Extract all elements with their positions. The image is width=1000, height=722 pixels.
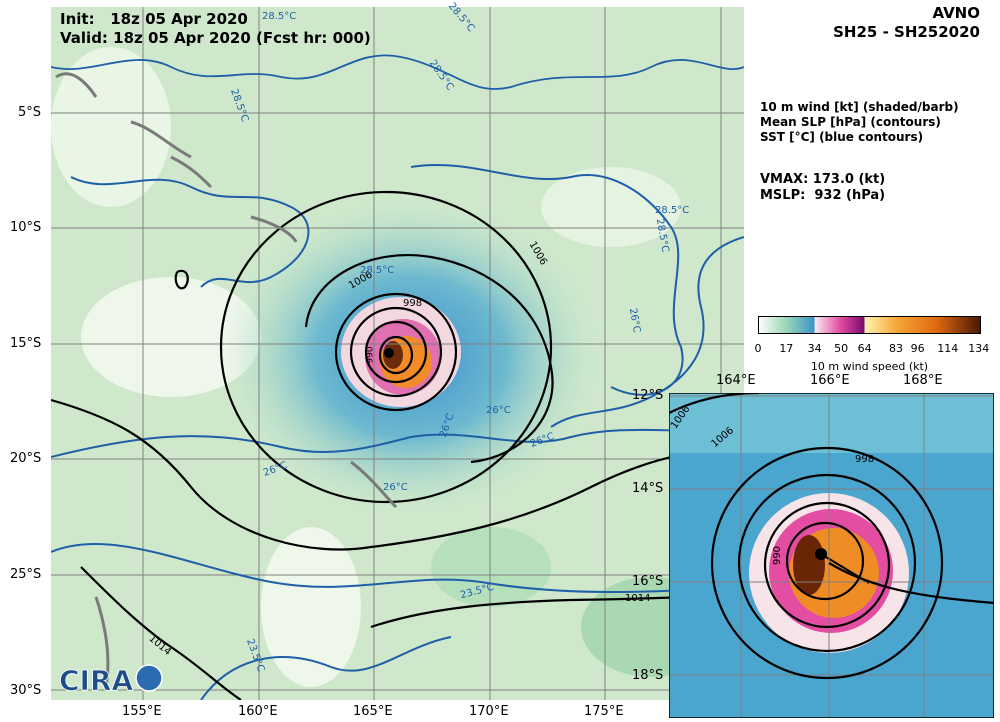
vmax-value: VMAX: 173.0 (kt) [760, 172, 886, 187]
sst-contour-label: 26°C [383, 482, 408, 493]
slp-contour-label: 1014 [625, 593, 651, 604]
sst-contour-label: 28.5°C [655, 205, 690, 216]
sst-contour-label: 26°C [486, 405, 511, 416]
cbar-tick: 34 [807, 342, 822, 355]
lon-label: 175°E [584, 704, 624, 719]
init-line: Init: 18z 05 Apr 2020 [60, 10, 248, 28]
field-description: 10 m wind [kt] (shaded/barb) Mean SLP [hP… [760, 100, 959, 145]
lon-label: 165°E [353, 704, 393, 719]
lat-label: 10°S [10, 220, 42, 235]
lat-label: 30°S [10, 683, 42, 698]
valid-line: Valid: 18z 05 Apr 2020 (Fcst hr: 000) [60, 29, 371, 47]
slp-desc: Mean SLP [hPa] (contours) [760, 115, 941, 129]
inset-lon-label: 166°E [810, 373, 850, 388]
storm-stats: VMAX: 173.0 (kt) MSLP: 932 (hPa) [760, 172, 885, 204]
lon-label: 160°E [238, 704, 278, 719]
inset-lat-label: 14°S [632, 481, 664, 496]
cbar-tick: 96 [910, 342, 925, 355]
inset-lon-label: 164°E [716, 373, 756, 388]
mslp-value: MSLP: 932 (hPa) [760, 188, 886, 203]
inset-map [669, 393, 994, 718]
storm-id: SH25 - SH252020 [833, 23, 980, 41]
inset-lat-label: 18°S [632, 668, 664, 683]
inset-lon-label: 168°E [903, 373, 943, 388]
inset-lat-label: 12°S [632, 388, 664, 403]
model-header: AVNO SH25 - SH252020 [833, 4, 980, 42]
slp-contour-label: 990 [365, 346, 376, 364]
lat-label: 25°S [10, 567, 42, 582]
inset-slp-label: 990 [772, 545, 784, 566]
inset-lat-label: 16°S [632, 574, 664, 589]
sst-contour-label: 28.5°C [262, 11, 297, 22]
sst-desc: SST [°C] (blue contours) [760, 130, 924, 144]
lon-label: 155°E [122, 704, 162, 719]
cbar-tick: 0 [754, 342, 762, 355]
cbar-tick: 17 [779, 342, 794, 355]
cbar-tick: 64 [857, 342, 872, 355]
slp-contour-label: 998 [403, 298, 423, 309]
model-name: AVNO [932, 4, 980, 22]
lat-label: 15°S [10, 336, 42, 351]
cbar-tick: 114 [937, 342, 959, 355]
cbar-tick: 50 [834, 342, 849, 355]
lon-label: 170°E [469, 704, 509, 719]
lat-label: 5°S [18, 105, 42, 120]
wind-desc: 10 m wind [kt] (shaded/barb) [760, 100, 959, 114]
cbar-tick: 83 [889, 342, 904, 355]
cbar-tick: 134 [968, 342, 990, 355]
init-time-header: Init: 18z 05 Apr 2020 Valid: 18z 05 Apr 2… [60, 10, 371, 48]
logo-text: CIRA [59, 664, 134, 697]
colorbar-ticks: 0 17 34 50 64 83 96 114 134 [754, 342, 990, 356]
lat-label: 20°S [10, 451, 42, 466]
wind-colorbar [758, 316, 981, 334]
cira-logo: CIRA [59, 664, 163, 697]
inset-slp-label: 998 [855, 454, 875, 465]
sst-contour-label: 28.5°C [360, 265, 395, 276]
colorbar-title: 10 m wind speed (kt) [810, 360, 929, 373]
